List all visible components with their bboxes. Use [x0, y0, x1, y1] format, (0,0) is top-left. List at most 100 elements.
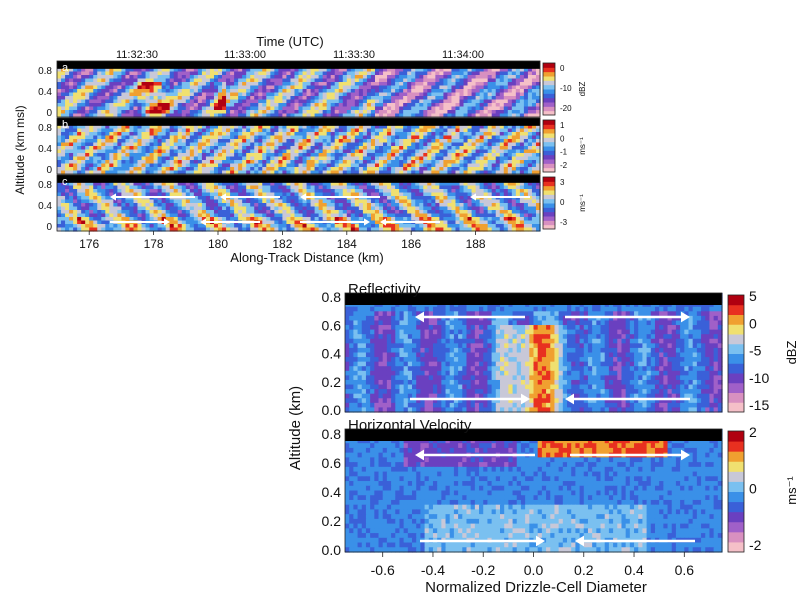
top-panel-letter: b: [62, 119, 68, 131]
top-flow-arrow: [300, 218, 370, 226]
bottom-colorbar-tick: 0: [749, 481, 757, 497]
bottom-flow-arrow: [410, 393, 530, 405]
bottom-x-tick-labels: -0.6 -0.4 -0.2 0.0 0.2 0.4 0.6: [371, 552, 695, 578]
bottom-flow-arrow: [415, 449, 535, 461]
bottom-flow-arrow: [565, 393, 690, 405]
bottom-colorbar-unit: ms⁻¹: [784, 476, 799, 505]
bottom-panel-reflectivity: Reflectivity 0.0 0.2 0.4 0.6 0.8 5 0 -5 -10 -15 dBZ: [322, 281, 799, 418]
top-colorbar-tick: 0: [560, 198, 565, 207]
bottom-x-tick-label: -0.2: [471, 562, 495, 578]
top-colorbar-tick: -20: [560, 104, 572, 113]
top-y-tick-label: 0.4: [38, 87, 52, 98]
top-y-tick-label: 0: [46, 165, 52, 176]
bottom-colorbar-tick: 0: [749, 315, 757, 331]
top-x-tick-label: 178: [144, 237, 164, 251]
top-colorbar-unit: ms⁻¹: [578, 194, 587, 212]
top-x-tick-label: 188: [466, 237, 486, 251]
bottom-y-tick-label: 0.0: [322, 402, 342, 418]
top-panel-a: a 0 0.4 0.8 0 -10 -20 dBZ: [38, 60, 587, 119]
bottom-colorbar-tick: 2: [749, 424, 757, 440]
top-colorbar-tick: -10: [560, 84, 572, 93]
bottom-panel-top-band: [345, 429, 722, 441]
bottom-flow-arrow: [420, 535, 545, 547]
top-x-tick-labels: 176 178 180 182 184 186 188: [79, 231, 486, 251]
top-panel-top-band: [57, 118, 540, 126]
top-x-tick-label: 182: [272, 237, 292, 251]
top-panel-frame: [56, 60, 541, 118]
bottom-colorbar-tick: -2: [749, 537, 762, 553]
top-y-tick-label: 0: [46, 108, 52, 119]
bottom-x-tick-label: 0.0: [524, 562, 544, 578]
bottom-y-tick-label: 0.4: [322, 346, 342, 362]
bottom-flow-arrow: [565, 311, 690, 323]
bottom-x-tick-label: -0.4: [421, 562, 445, 578]
bottom-x-tick-label: 0.6: [675, 562, 695, 578]
top-panel-top-band: [57, 61, 540, 69]
bottom-panel-title: Reflectivity: [348, 281, 421, 298]
top-y-tick-label: 0.8: [38, 180, 52, 191]
time-tick-labels: 11:32:30 11:33:00 11:33:30 11:34:00: [116, 49, 484, 61]
bottom-panel-top-band: [345, 293, 722, 305]
top-panel-frame: [56, 117, 541, 175]
top-panel-field: [57, 175, 541, 232]
bottom-colorbar-tick: -15: [749, 397, 769, 413]
top-y-tick-label: 0.4: [38, 201, 52, 212]
bottom-colorbar: [727, 294, 745, 413]
time-tick-label: 11:34:00: [442, 49, 484, 61]
top-panel-c: c 0 0.4 0.8 3 0 -3 ms⁻¹: [38, 174, 587, 233]
top-panel-frame: [56, 174, 541, 232]
top-colorbar-unit: dBZ: [578, 82, 587, 97]
top-colorbar-unit: ms⁻¹: [578, 137, 587, 155]
top-x-tick-label: 176: [79, 237, 99, 251]
bottom-panel-field: [345, 293, 723, 413]
top-y-tick-label: 0.8: [38, 123, 52, 134]
time-tick-label: 11:32:30: [116, 49, 158, 61]
bottom-colorbar-tick: -10: [749, 370, 769, 386]
top-colorbar: [542, 176, 556, 230]
top-x-tick-label: 184: [337, 237, 357, 251]
top-colorbar-tick: -2: [560, 161, 568, 170]
bottom-colorbar-tick: -5: [749, 343, 762, 359]
top-colorbar-tick: 1: [560, 121, 565, 130]
time-axis-title: Time (UTC): [256, 34, 323, 49]
top-x-tick-label: 180: [208, 237, 228, 251]
bottom-y-tick-label: 0.2: [322, 513, 342, 529]
bottom-y-tick-label: 0.6: [322, 455, 342, 471]
bottom-y-tick-label: 0.2: [322, 374, 342, 390]
top-panel-field: [57, 61, 541, 118]
bottom-panels: Reflectivity 0.0 0.2 0.4 0.6 0.8 5 0 -5 -10 -15 dBZ…: [322, 281, 799, 558]
bottom-y-tick-label: 0.8: [322, 426, 342, 442]
bottom-y-tick-label: 0.8: [322, 289, 342, 305]
bottom-flow-arrow: [575, 535, 695, 547]
bottom-y-tick-label: 0.6: [322, 317, 342, 333]
top-colorbar-tick: 3: [560, 178, 565, 187]
bottom-figure: Reflectivity 0.0 0.2 0.4 0.6 0.8 5 0 -5 -10 -15 dBZ…: [287, 281, 799, 596]
bottom-x-tick-label: -0.6: [371, 562, 395, 578]
top-colorbar-tick: 0: [560, 64, 565, 73]
bottom-colorbar-unit: dBZ: [784, 341, 799, 365]
top-x-tick-label: 186: [401, 237, 421, 251]
top-flow-arrow: [470, 193, 530, 201]
bottom-flow-arrow: [415, 311, 525, 323]
bottom-colorbar-tick: 5: [749, 288, 757, 304]
top-flow-arrow: [110, 193, 195, 201]
top-colorbar-tick: 0: [560, 134, 565, 143]
bottom-panel-field: [345, 429, 723, 553]
top-y-axis-title: Altitude (km msl): [13, 105, 27, 194]
top-panel-letter: c: [62, 176, 68, 188]
bottom-flow-arrow: [570, 449, 690, 461]
bottom-colorbar: [727, 430, 745, 553]
top-panel-field: [57, 118, 541, 175]
bottom-panel-title: Horizontal Velocity: [348, 417, 472, 434]
top-panel-b: b 0 0.4 0.8 1 0 -1 -2 ms⁻¹: [38, 117, 587, 176]
bottom-y-axis-title: Altitude (km): [287, 386, 304, 470]
top-y-tick-label: 0: [46, 222, 52, 233]
top-flow-arrow: [200, 218, 260, 226]
bottom-x-axis-title: Normalized Drizzle-Cell Diameter: [425, 579, 647, 596]
bottom-x-tick-label: 0.2: [574, 562, 594, 578]
top-y-tick-label: 0.8: [38, 66, 52, 77]
top-figure: Time (UTC) 11:32:30 11:33:00 11:33:30 11:34…: [13, 34, 587, 265]
top-panel-letter: a: [62, 62, 69, 74]
bottom-x-tick-label: 0.4: [624, 562, 644, 578]
